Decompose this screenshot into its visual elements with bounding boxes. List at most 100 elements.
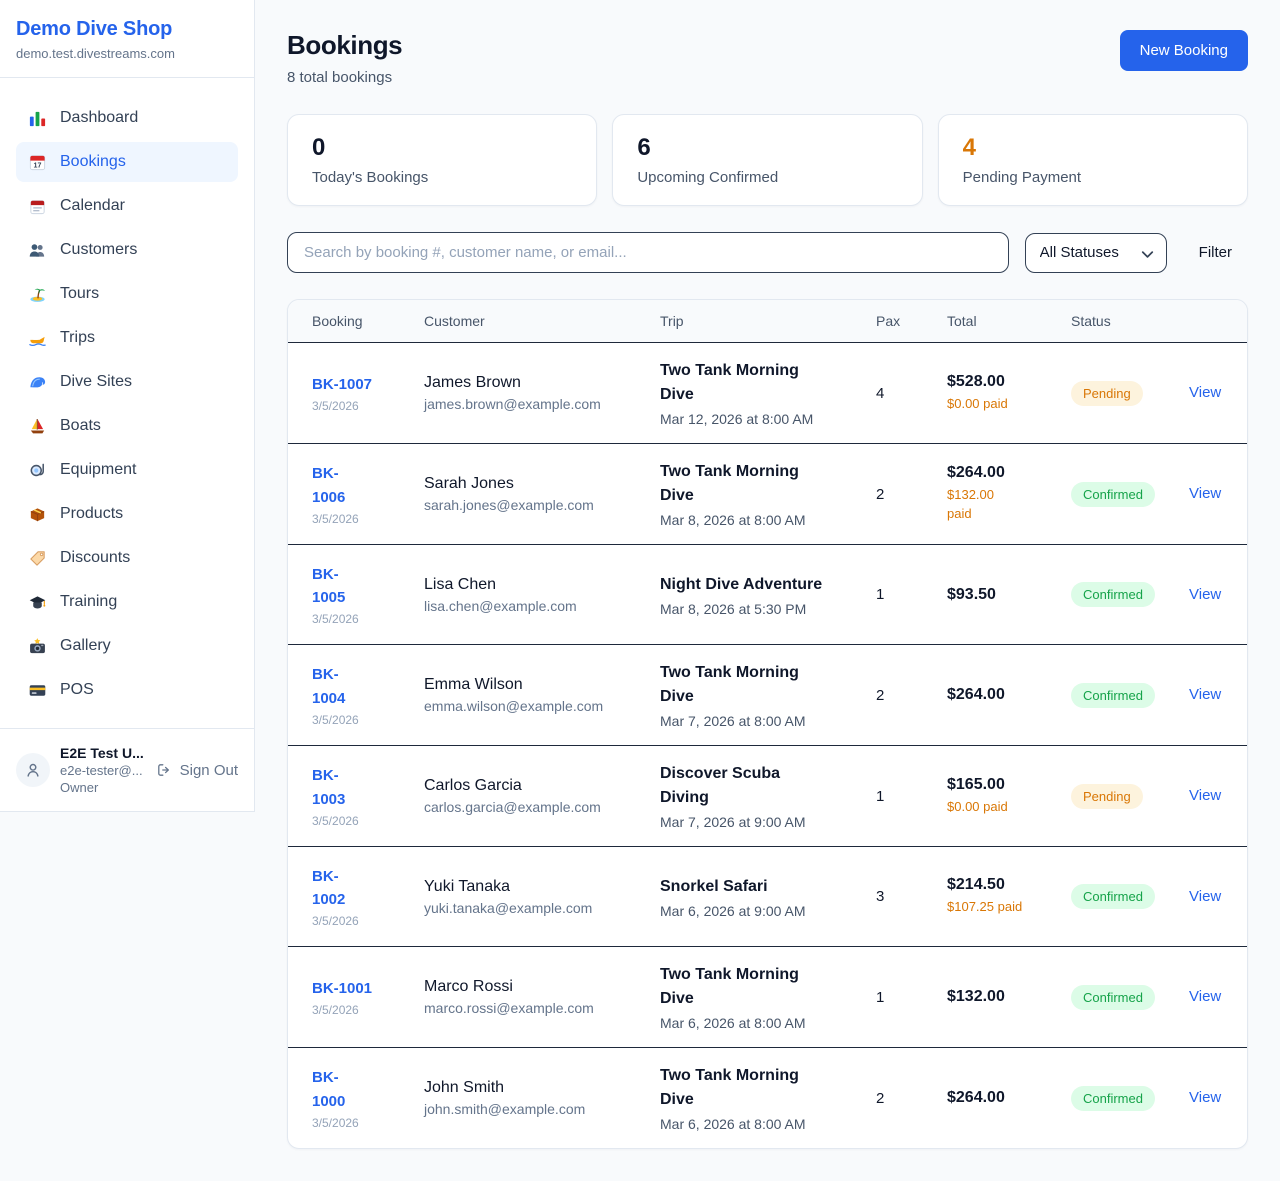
users-icon <box>28 241 47 260</box>
sign-out-button[interactable]: Sign Out <box>155 761 238 780</box>
sidebar-item-label: POS <box>60 681 94 698</box>
booking-link[interactable]: BK- 1006 <box>312 465 346 506</box>
svg-text:17: 17 <box>34 161 42 169</box>
trip-datetime: Mar 6, 2026 at 9:00 AM <box>660 902 806 919</box>
trip-name: Two Tank Morning Dive <box>660 1067 799 1108</box>
user-box: E2E Test U... e2e-tester@... Owner Sign … <box>0 728 254 811</box>
sidebar-item-bookings[interactable]: 17 Bookings <box>16 142 238 182</box>
booking-date: 3/5/2026 <box>312 1003 359 1018</box>
sidebar-item-dashboard[interactable]: Dashboard <box>16 98 238 138</box>
user-name: E2E Test U... <box>60 745 144 761</box>
booking-link[interactable]: BK-1007 <box>312 375 373 393</box>
paid-amount: $0.00 paid <box>947 798 1008 814</box>
view-link[interactable]: View <box>1189 988 1222 1005</box>
brand-name: Demo Dive Shop <box>16 18 173 40</box>
booking-link[interactable]: BK- 1002 <box>312 867 346 908</box>
total-amount: $165.00 <box>947 775 1005 793</box>
sidebar-item-calendar[interactable]: Calendar <box>16 186 238 226</box>
sidebar-item-label: Customers <box>60 241 138 258</box>
pax-count: 2 <box>876 686 885 704</box>
user-info: E2E Test U... e2e-tester@... Owner <box>60 745 145 795</box>
brand-domain: demo.test.divestreams.com <box>16 46 175 61</box>
filter-row: All Statuses Filter <box>287 232 1248 273</box>
sidebar-item-equipment[interactable]: Equipment <box>16 450 238 490</box>
new-booking-button[interactable]: New Booking <box>1119 30 1248 71</box>
table-row: BK- 1000 3/5/2026 John Smith john.smith@e… <box>288 1048 1247 1148</box>
trip-datetime: Mar 6, 2026 at 8:00 AM <box>660 1015 806 1031</box>
total-amount: $132.00 <box>947 988 1005 1005</box>
pax-count: 1 <box>876 988 885 1006</box>
booking-link[interactable]: BK- 1000 <box>312 1069 346 1110</box>
sidebar-item-training[interactable]: Training <box>16 582 238 622</box>
sidebar-item-boats[interactable]: Boats <box>16 406 238 446</box>
sidebar-nav: Dashboard 17 Bookings Calendar Customers Tour… <box>0 78 254 728</box>
search-input[interactable] <box>287 232 1009 273</box>
user-role: Owner <box>60 780 99 795</box>
view-link[interactable]: View <box>1189 787 1222 804</box>
pax-count: 4 <box>876 384 885 402</box>
booking-link[interactable]: BK-1001 <box>312 979 373 997</box>
sidebar: Demo Dive Shop demo.test.divestreams.com… <box>0 0 255 812</box>
customer-name: Sarah Jones <box>424 475 514 492</box>
table-row: BK-1001 3/5/2026 Marco Rossi marco.rossi… <box>288 947 1247 1048</box>
pax-count: 2 <box>876 1089 885 1107</box>
paid-amount: $0.00 paid <box>947 395 1008 411</box>
customer-name: James Brown <box>424 374 521 391</box>
sidebar-item-pos[interactable]: POS <box>16 670 238 710</box>
page-header: Bookings 8 total bookings New Booking <box>287 30 1248 86</box>
view-link[interactable]: View <box>1189 1089 1222 1106</box>
wave-icon <box>28 373 47 392</box>
table-body: BK-1007 3/5/2026 James Brown james.brown… <box>288 343 1247 1148</box>
column-header-booking: Booking <box>312 313 363 329</box>
paid-amount: $107.25 paid <box>947 899 1023 915</box>
sidebar-item-dive-sites[interactable]: Dive Sites <box>16 362 238 402</box>
tag-icon <box>28 549 47 568</box>
status-badge: Pending <box>1071 380 1143 406</box>
customer-name: John Smith <box>424 1079 505 1096</box>
sidebar-item-customers[interactable]: Customers <box>16 230 238 270</box>
status-select[interactable]: All Statuses <box>1024 232 1167 273</box>
trip-name: Night Dive Adventure <box>660 575 823 593</box>
booking-date: 3/5/2026 <box>312 1115 359 1130</box>
total-amount: $264.00 <box>947 464 1005 482</box>
view-link[interactable]: View <box>1189 887 1222 905</box>
sidebar-item-trips[interactable]: Trips <box>16 318 238 358</box>
stat-value: 4 <box>962 134 977 161</box>
avatar <box>16 753 50 787</box>
filter-button[interactable]: Filter <box>1183 236 1248 269</box>
sidebar-item-label: Dashboard <box>60 109 139 126</box>
column-header-pax: Pax <box>876 313 901 329</box>
view-link[interactable]: View <box>1189 585 1222 603</box>
spiral-calendar-icon <box>28 197 47 216</box>
logout-icon <box>155 761 174 780</box>
trip-datetime: Mar 6, 2026 at 8:00 AM <box>660 1116 806 1132</box>
customer-email: carlos.garcia@example.com <box>424 799 601 815</box>
sidebar-item-gallery[interactable]: Gallery <box>16 626 238 666</box>
table-row: BK- 1005 3/5/2026 Lisa Chen lisa.chen@exa… <box>288 545 1247 645</box>
booking-link[interactable]: BK- 1004 <box>312 666 346 707</box>
trip-name: Two Tank Morning Dive <box>660 664 799 705</box>
stat-value: 6 <box>637 134 651 161</box>
bar-chart-icon <box>28 109 47 128</box>
sidebar-item-discounts[interactable]: Discounts <box>16 538 238 578</box>
trip-datetime: Mar 12, 2026 at 8:00 AM <box>660 411 814 427</box>
booking-link[interactable]: BK- 1005 <box>312 565 346 606</box>
sidebar-item-products[interactable]: Products <box>16 494 238 534</box>
customer-email: john.smith@example.com <box>424 1101 586 1117</box>
column-header-customer: Customer <box>424 313 485 329</box>
paid-amount: $132.00 paid <box>947 487 994 521</box>
status-badge: Confirmed <box>1071 984 1155 1010</box>
sidebar-item-label: Products <box>60 505 124 522</box>
view-link[interactable]: View <box>1189 485 1222 502</box>
trip-datetime: Mar 8, 2026 at 8:00 AM <box>660 512 806 528</box>
sidebar-item-tours[interactable]: Tours <box>16 274 238 314</box>
island-icon <box>28 285 47 304</box>
customer-name: Marco Rossi <box>424 978 513 995</box>
status-badge: Pending <box>1071 783 1143 809</box>
view-link[interactable]: View <box>1189 686 1222 703</box>
total-amount: $528.00 <box>947 372 1005 390</box>
booking-link[interactable]: BK- 1003 <box>312 767 346 808</box>
view-link[interactable]: View <box>1189 384 1222 401</box>
trip-datetime: Mar 7, 2026 at 9:00 AM <box>660 814 806 830</box>
speedboat-icon <box>28 329 47 348</box>
